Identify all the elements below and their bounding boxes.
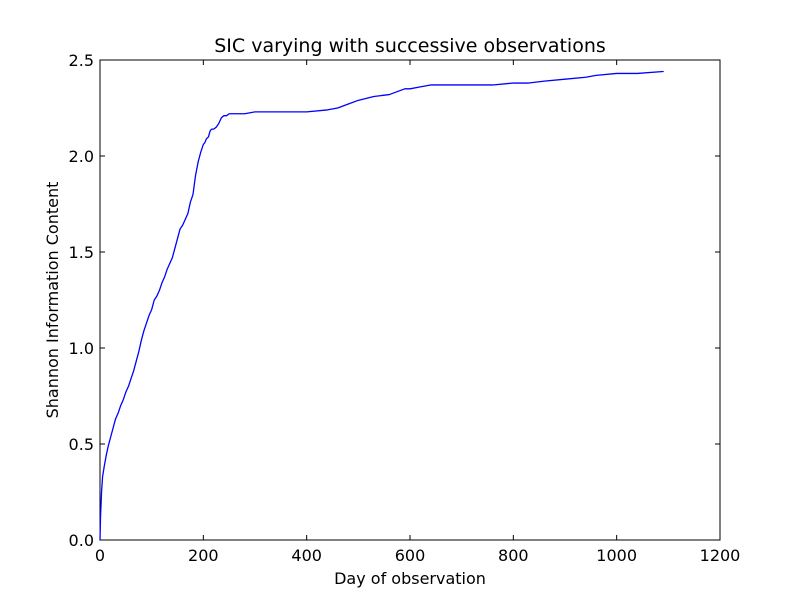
y-tick-label: 0.5 (69, 435, 94, 454)
plot-area: 0 200 400 600 800 1000 1200 0.0 0.5 1.0 1.5 2.0 2.5 (69, 51, 741, 565)
x-axis-label: Day of observation (334, 569, 486, 588)
x-tick-label: 800 (498, 546, 529, 565)
x-axis-ticks: 0 200 400 600 800 1000 1200 (95, 60, 740, 565)
chart-title: SIC varying with successive observations (214, 35, 606, 57)
y-tick-label: 1.5 (69, 243, 94, 262)
y-tick-label: 0.0 (69, 531, 94, 550)
x-tick-label: 200 (188, 546, 219, 565)
y-tick-label: 2.5 (69, 51, 94, 70)
y-tick-label: 1.0 (69, 339, 94, 358)
x-tick-label: 400 (291, 546, 322, 565)
y-axis-label: Shannon Information Content (43, 182, 62, 419)
y-tick-label: 2.0 (69, 147, 94, 166)
data-series-line (99, 70, 664, 541)
x-tick-label: 1000 (596, 546, 637, 565)
y-axis-ticks: 0.0 0.5 1.0 1.5 2.0 2.5 (69, 51, 720, 550)
x-tick-label: 600 (395, 546, 426, 565)
x-tick-label: 0 (95, 546, 105, 565)
x-tick-label: 1200 (700, 546, 741, 565)
